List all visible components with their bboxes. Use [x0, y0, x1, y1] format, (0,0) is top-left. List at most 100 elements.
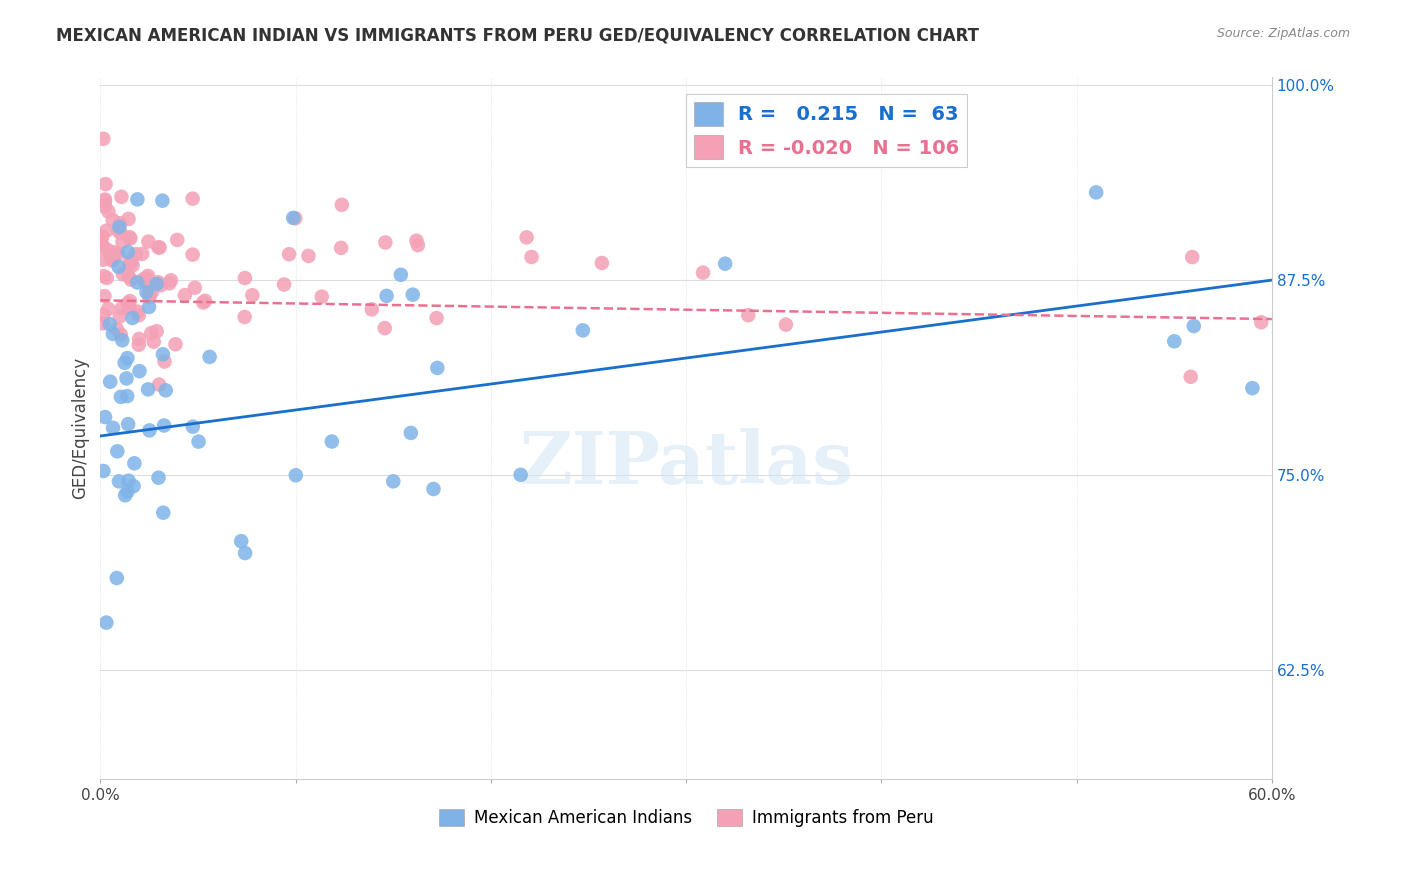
Mexican American Indians [108, 475, 131, 489]
Immigrants from Peru [374, 321, 396, 335]
Mexican American Indians [152, 506, 174, 520]
Immigrants from Peru [94, 193, 117, 207]
Mexican American Indians [402, 287, 425, 301]
Immigrants from Peru [240, 288, 263, 302]
Mexican American Indians [284, 468, 307, 483]
Immigrants from Peru [138, 289, 160, 303]
Mexican American Indians [98, 375, 121, 389]
Mexican American Indians [152, 347, 174, 361]
Mexican American Indians [231, 534, 253, 549]
Immigrants from Peru [91, 252, 114, 267]
Immigrants from Peru [426, 311, 449, 326]
Immigrants from Peru [134, 274, 156, 288]
Immigrants from Peru [105, 322, 128, 336]
Mexican American Indians [111, 334, 134, 348]
Immigrants from Peru [591, 256, 613, 270]
Mexican American Indians [114, 356, 136, 370]
Immigrants from Peru [138, 284, 160, 298]
Mexican American Indians [128, 364, 150, 378]
Immigrants from Peru [1181, 250, 1204, 264]
Immigrants from Peru [120, 231, 142, 245]
Immigrants from Peru [138, 235, 160, 249]
Mexican American Indians [110, 390, 132, 404]
Text: MEXICAN AMERICAN INDIAN VS IMMIGRANTS FROM PERU GED/EQUIVALENCY CORRELATION CHAR: MEXICAN AMERICAN INDIAN VS IMMIGRANTS FR… [56, 27, 979, 45]
Immigrants from Peru [1180, 369, 1202, 384]
Immigrants from Peru [125, 247, 148, 261]
Immigrants from Peru [278, 247, 301, 261]
Mexican American Indians [572, 323, 595, 337]
Immigrants from Peru [184, 281, 207, 295]
Immigrants from Peru [166, 233, 188, 247]
Mexican American Indians [124, 456, 146, 470]
Immigrants from Peru [90, 237, 112, 252]
Immigrants from Peru [135, 271, 157, 285]
Immigrants from Peru [775, 318, 797, 332]
Immigrants from Peru [90, 230, 112, 244]
Mexican American Indians [136, 382, 159, 396]
Immigrants from Peru [132, 272, 155, 286]
Immigrants from Peru [117, 268, 139, 283]
Mexican American Indians [321, 434, 343, 449]
Immigrants from Peru [93, 289, 115, 303]
Immigrants from Peru [117, 211, 139, 226]
Immigrants from Peru [273, 277, 295, 292]
Immigrants from Peru [405, 234, 427, 248]
Mexican American Indians [117, 245, 139, 260]
Immigrants from Peru [128, 332, 150, 346]
Immigrants from Peru [111, 301, 134, 315]
Immigrants from Peru [153, 354, 176, 368]
Mexican American Indians [115, 389, 138, 403]
Mexican American Indians [1085, 186, 1108, 200]
Immigrants from Peru [284, 211, 307, 226]
Immigrants from Peru [108, 216, 131, 230]
Mexican American Indians [145, 277, 167, 291]
Immigrants from Peru [1250, 315, 1272, 329]
Immigrants from Peru [96, 271, 118, 285]
Immigrants from Peru [94, 177, 117, 191]
Mexican American Indians [101, 326, 124, 341]
Mexican American Indians [93, 464, 115, 478]
Immigrants from Peru [141, 326, 163, 340]
Immigrants from Peru [149, 240, 172, 254]
Mexican American Indians [135, 285, 157, 300]
Immigrants from Peru [121, 259, 143, 273]
Immigrants from Peru [181, 192, 204, 206]
Mexican American Indians [422, 482, 444, 496]
Immigrants from Peru [127, 304, 149, 318]
Immigrants from Peru [157, 277, 180, 291]
Immigrants from Peru [406, 238, 429, 252]
Mexican American Indians [198, 350, 221, 364]
Immigrants from Peru [330, 198, 353, 212]
Immigrants from Peru [165, 337, 187, 351]
Immigrants from Peru [160, 273, 183, 287]
Legend: Mexican American Indians, Immigrants from Peru: Mexican American Indians, Immigrants fro… [432, 802, 941, 834]
Immigrants from Peru [141, 285, 163, 299]
Immigrants from Peru [107, 223, 129, 237]
Immigrants from Peru [91, 239, 114, 253]
Immigrants from Peru [110, 190, 132, 204]
Immigrants from Peru [104, 245, 127, 260]
Mexican American Indians [107, 260, 129, 274]
Mexican American Indians [148, 471, 170, 485]
Immigrants from Peru [96, 224, 118, 238]
Immigrants from Peru [181, 247, 204, 261]
Immigrants from Peru [118, 301, 141, 315]
Immigrants from Peru [97, 204, 120, 219]
Mexican American Indians [1163, 334, 1185, 349]
Immigrants from Peru [97, 301, 120, 316]
Immigrants from Peru [97, 244, 120, 258]
Immigrants from Peru [110, 226, 132, 240]
Mexican American Indians [389, 268, 412, 282]
Immigrants from Peru [118, 230, 141, 244]
Mexican American Indians [714, 257, 737, 271]
Text: ZIPatlas: ZIPatlas [519, 428, 853, 499]
Immigrants from Peru [94, 194, 117, 208]
Mexican American Indians [1182, 319, 1205, 334]
Mexican American Indians [910, 128, 932, 142]
Mexican American Indians [509, 467, 531, 482]
Mexican American Indians [153, 418, 176, 433]
Mexican American Indians [152, 194, 174, 208]
Immigrants from Peru [233, 310, 256, 324]
Immigrants from Peru [118, 293, 141, 308]
Mexican American Indians [108, 219, 131, 234]
